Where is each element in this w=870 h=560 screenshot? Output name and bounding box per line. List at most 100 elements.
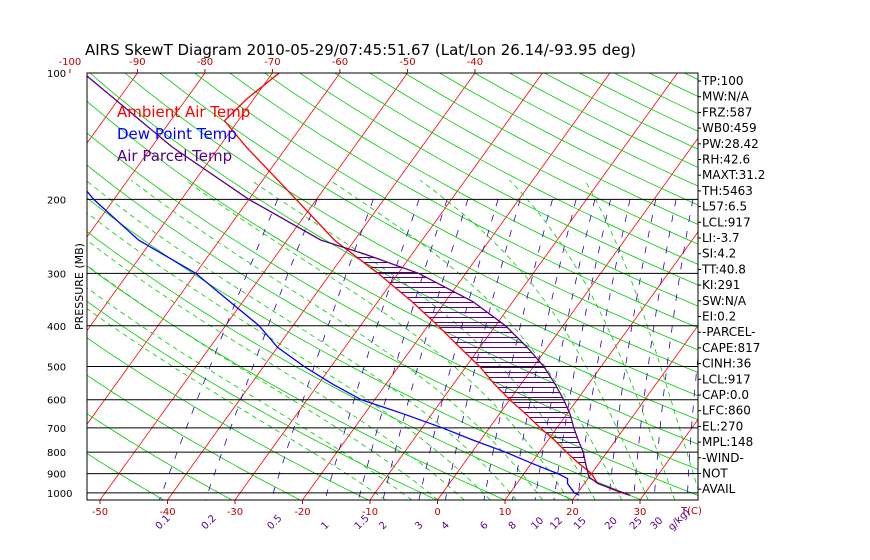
index-label: NOT [702,467,728,481]
mixing-ratio-line [159,199,278,500]
pressure-tick-label: 100 [47,69,66,80]
moist-adiabat-line [87,264,439,500]
index-label: CINH:36 [702,357,751,371]
air-parcel-temp-line [87,75,631,496]
index-label: CAP:0.0 [702,388,749,402]
pressure-tick-labels: 100 200 300 400 500 600 700 800 900 1000 [47,69,72,500]
moist-adiabat-line [87,287,413,500]
dry-adiabat-line [87,231,574,500]
mixing-ratio-label: 12 [548,515,565,532]
index-label: EL:270 [702,419,743,433]
temp-tick-label: -10 [362,507,378,518]
legend-entry: Air Parcel Temp [117,147,232,165]
dry-adiabat-line [87,413,233,500]
mixing-ratio-label: 30 [649,515,666,532]
temp-tick-label: -80 [197,57,213,68]
isotherm-line [369,73,678,500]
pressure-tick-label: 1000 [47,489,72,500]
y-axis-label: PRESSURE (MB) [73,243,86,330]
plot-frame [86,72,699,501]
index-label: L57:6.5 [702,200,747,214]
dry-adiabat-line [87,197,642,500]
dew-point-temp-line [87,190,580,496]
mixing-ratio-line [324,199,420,500]
temp-tick-label: -30 [227,507,243,518]
dry-adiabat-line [159,73,698,373]
temp-tick-label: -60 [332,57,348,68]
dry-adiabat-line [299,73,698,286]
temp-tick-label: 10 [499,507,512,518]
temp-tick-label: 0 [434,507,440,518]
index-label: TP:100 [701,74,744,88]
moist-adiabat-line [419,179,649,500]
cape-hatched-area [352,254,586,466]
index-label: PW:28.42 [702,137,759,151]
isotherm-line [87,73,206,238]
dry-adiabat-line [87,453,164,500]
mixing-ratio-line [444,199,521,500]
isotherm-line [775,73,870,500]
index-label: TT:40.8 [701,262,746,276]
mixing-ratio-line [553,199,611,500]
mixing-ratio-line [205,199,318,500]
index-label: SI:4.2 [702,247,736,261]
moist-adiabat-line [87,240,465,500]
index-label: SW:N/A [702,294,747,308]
mixing-ratio-label: 10 [529,515,546,532]
mixing-ratio-line [653,199,694,500]
mixing-ratio-label: 8 [507,520,519,532]
dry-adiabat-line [229,73,698,329]
isotherm-line [572,325,698,500]
temp-tick-label: -40 [467,57,483,68]
mixing-ratio-line [608,199,657,500]
pressure-tick-label: 500 [47,363,66,374]
index-label: EI:0.2 [702,310,736,324]
pressure-tick-label: 200 [47,195,66,206]
moist-adiabat-line [87,180,517,500]
temp-tick-label: -20 [294,507,310,518]
dry-adiabat-line [89,73,698,421]
dry-adiabat-line [87,265,506,500]
mixing-ratio-line [577,199,631,500]
isotherm-line [0,73,2,500]
index-label: KI:291 [702,278,740,292]
dry-adiabat-line [824,73,870,500]
dry-adiabat-line [789,73,870,500]
dry-adiabat-line [87,374,301,500]
mixing-ratio-label: 0.2 [200,513,219,532]
dry-adiabat-line [649,73,698,97]
pressure-tick-label: 300 [47,269,66,280]
dry-adiabat-line [194,73,698,351]
mixing-ratio-line [418,199,499,500]
sounding-profiles [87,73,631,496]
dry-adiabat-line [264,73,698,307]
pressure-tick-label: 800 [47,448,66,459]
mixing-ratio-label: 2 [377,520,389,532]
index-label: LCL:917 [702,372,751,386]
mixing-ratio-line [534,199,596,500]
mixing-ratio-label: 1 [319,520,331,532]
mixing-ratio-line [382,199,469,500]
isotherm-line [0,73,70,500]
index-label: AVAIL [702,482,736,496]
moist-adiabat-line [329,179,623,500]
mixing-ratio-label: 3 [413,520,425,532]
temp-unit-label: T(C) [680,506,702,517]
chart-title: AIRS SkewT Diagram 2010-05-29/07:45:51.6… [85,41,636,59]
index-label: MW:N/A [702,90,750,104]
dry-adiabat-line [87,337,369,500]
moist-adiabat-line [250,179,596,500]
index-label: -PARCEL- [702,325,756,339]
mixing-ratio-label: 0.5 [265,513,284,532]
ambient-air-temp-line [223,73,631,496]
temp-tick-label: -50 [92,507,108,518]
dry-adiabat-line [334,73,698,265]
mixing-ratio-label: 6 [478,520,490,532]
mixing-ratio-label: 4 [440,520,452,532]
index-label: WB0:459 [702,121,757,135]
isotherm-line [302,73,611,500]
index-label: -WIND- [702,451,744,465]
dry-adiabat-line [87,164,698,496]
dry-adiabat-line [87,100,698,445]
